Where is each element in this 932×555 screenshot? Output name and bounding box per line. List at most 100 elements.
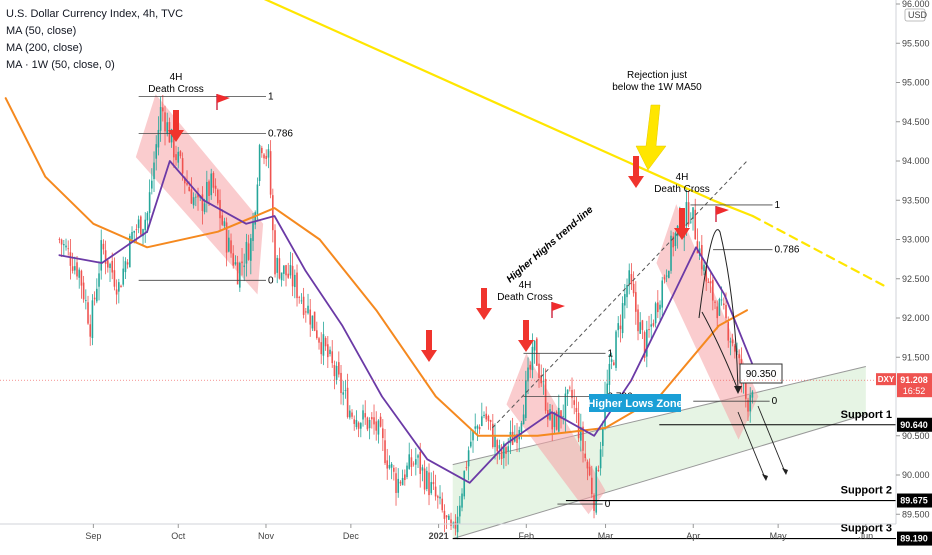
- candle-body: [716, 306, 719, 319]
- candle-body: [571, 389, 573, 399]
- candle-body: [487, 415, 490, 421]
- candle-body: [542, 380, 545, 382]
- candle-body: [419, 451, 422, 474]
- candle-body: [126, 262, 129, 265]
- candle-body: [659, 304, 661, 310]
- candle-body: [624, 294, 626, 306]
- candle-body: [192, 197, 195, 206]
- candle-body: [533, 340, 536, 351]
- candle-body: [536, 338, 538, 366]
- candle-body: [109, 263, 111, 268]
- fib3-0-label: 0: [772, 396, 778, 407]
- candle-body: [734, 345, 736, 352]
- candle-body: [162, 107, 164, 112]
- candle-body: [395, 473, 397, 493]
- target-box: [739, 363, 783, 384]
- candles: [58, 95, 754, 540]
- candle-body: [731, 339, 734, 344]
- candle-body: [82, 282, 85, 300]
- candle-body: [261, 147, 263, 154]
- candle-body: [668, 270, 670, 278]
- candle-body: [113, 270, 116, 287]
- candle-body: [342, 392, 345, 395]
- candle-body: [208, 181, 210, 197]
- candle-body: [102, 243, 105, 250]
- candle-body: [417, 455, 419, 458]
- y-tick-label: 94.000: [902, 156, 930, 166]
- death-cross-label-2: Death Cross: [497, 292, 553, 303]
- y-tick-label: 92.000: [902, 313, 930, 323]
- candle-body: [320, 342, 323, 355]
- candle-body: [630, 274, 633, 285]
- candle-body: [93, 297, 96, 300]
- candle-body: [291, 265, 294, 287]
- candle-body: [516, 433, 518, 443]
- candle-body: [91, 300, 94, 339]
- candle-body: [58, 239, 61, 240]
- candle-body: [593, 495, 595, 511]
- candle-body: [69, 252, 72, 266]
- candle-body: [650, 324, 653, 327]
- candle-body: [324, 338, 327, 347]
- candle-body: [709, 281, 712, 284]
- candle-body: [305, 311, 307, 313]
- candle-body: [151, 180, 153, 189]
- candle-body: [144, 219, 147, 231]
- flag-3: [716, 206, 729, 215]
- candle-body: [285, 265, 287, 276]
- candle-body: [527, 367, 529, 382]
- candle-body: [272, 195, 274, 231]
- y-tick-label: 94.500: [902, 117, 930, 127]
- target-box-label: 90.350: [746, 369, 777, 380]
- candle-body: [597, 469, 600, 472]
- candle-body: [540, 375, 543, 384]
- candle-body: [129, 235, 131, 268]
- candle-body: [349, 410, 351, 418]
- candle-body: [184, 177, 186, 184]
- candle-body: [384, 440, 386, 464]
- candle-body: [390, 463, 393, 468]
- candle-body: [377, 420, 380, 435]
- candle-body: [276, 257, 279, 273]
- target-arrow-m2: [757, 405, 786, 473]
- candle-body: [115, 289, 118, 295]
- candle-body: [98, 273, 100, 287]
- candle-body: [157, 129, 160, 148]
- candle-body: [252, 222, 254, 241]
- candle-body: [580, 426, 582, 441]
- candle-body: [65, 245, 67, 248]
- candle-body: [357, 422, 360, 429]
- candle-body: [153, 162, 155, 180]
- red-arrow-1: [168, 110, 184, 142]
- candle-body: [665, 275, 668, 277]
- candle-body: [439, 496, 441, 499]
- candle-body: [509, 431, 512, 444]
- candle-body: [577, 412, 580, 439]
- candle-body: [340, 372, 342, 394]
- support-1-label: Support 1: [841, 409, 892, 421]
- candle-body: [283, 265, 285, 274]
- candle-body: [544, 378, 547, 411]
- candle-body: [406, 465, 408, 478]
- candle-body: [217, 189, 219, 204]
- candle-body: [267, 149, 270, 158]
- candle-body: [362, 410, 364, 420]
- candle-body: [212, 172, 215, 188]
- candle-body: [602, 429, 604, 446]
- candle-body: [727, 321, 730, 341]
- candle-body: [280, 272, 283, 281]
- candle-body: [555, 411, 558, 430]
- candle-body: [274, 230, 276, 275]
- projection-line: [701, 311, 739, 391]
- legend-ma200: MA (200, close): [6, 42, 82, 54]
- candle-body: [615, 331, 617, 368]
- candle-body: [525, 380, 527, 419]
- candle-body: [538, 363, 540, 379]
- candle-body: [685, 202, 688, 227]
- candle-body: [175, 154, 177, 161]
- fib2-level-label: 1: [608, 348, 614, 359]
- red-arrow-5: [628, 156, 644, 188]
- y-tick-label: 93.000: [902, 235, 930, 245]
- candle-body: [140, 216, 142, 235]
- candle-body: [712, 279, 714, 301]
